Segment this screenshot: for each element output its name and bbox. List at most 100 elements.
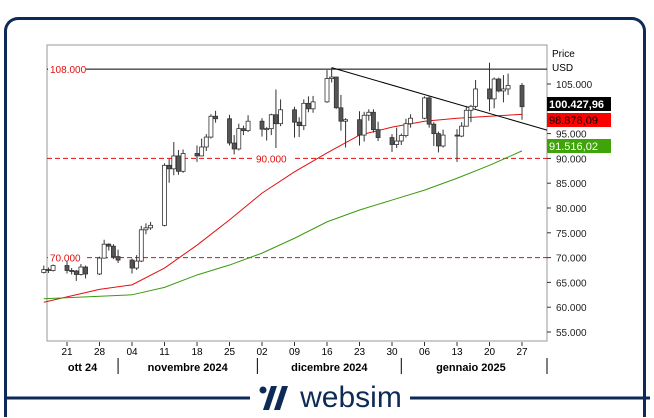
candle [366,111,372,116]
candle [491,78,497,100]
x-tick-label: 16 [321,347,333,358]
candle [268,114,274,130]
candle [357,119,362,136]
candle [97,257,102,275]
candle [375,129,381,138]
candle [166,164,172,170]
x-tick-label: 13 [451,347,463,358]
candle [106,243,112,247]
candle [171,155,177,170]
candle [46,269,51,271]
y-tick-label: 65.000 [556,278,587,289]
candle [398,135,404,142]
y-tick-label: 105.000 [556,80,593,91]
candle [306,102,311,110]
x-tick-label: 30 [386,347,398,358]
candle [236,128,242,150]
candle [338,107,344,122]
candle [440,134,446,147]
candle [436,133,441,147]
y-tick-label: 80.000 [556,204,587,215]
month-label: ott 24 [68,362,98,374]
hline-label: 70.000 [50,254,81,265]
candle [422,97,427,119]
candle [501,88,506,92]
candle [208,115,214,138]
red-ma-tag: 98.878,09 [549,115,598,127]
candle [129,259,135,269]
candle [213,115,218,120]
y-tick-label: 60.000 [556,303,587,314]
candle [176,155,181,172]
x-tick-label: 04 [126,347,138,358]
hline-label: 108.000 [50,65,87,76]
candle [194,153,200,157]
candle [278,109,283,125]
candle [310,101,316,110]
candle [324,78,330,103]
candle [329,76,335,79]
candle [403,123,409,136]
y-tick-label: 70.000 [556,254,587,265]
x-tick-label: 02 [256,347,268,358]
moving-average-line-1 [43,150,523,300]
candle [273,114,279,125]
candle [333,76,339,109]
green-ma-tag: 91.516,02 [549,141,598,153]
candle [69,270,75,272]
frame [4,17,646,417]
hline-label-bg [254,152,292,164]
candle [134,260,140,269]
candle [264,128,270,131]
candle [241,128,246,132]
candle [431,123,437,135]
red-ma-tag-bg [547,113,611,127]
candle [111,245,116,258]
candle [292,109,297,123]
candle [426,97,432,125]
candle [301,102,307,127]
candle [459,125,465,137]
candle [162,164,167,226]
x-tick-label: 23 [354,347,366,358]
brand-name: websim [300,381,402,414]
month-label: dicembre 2024 [291,362,368,374]
candle [199,146,205,157]
y-tick-label: 95.000 [556,130,587,141]
candle [231,142,237,150]
candle [259,120,265,130]
x-tick-label: 06 [419,347,431,358]
candle [73,270,79,275]
x-tick-label: 11 [159,347,170,358]
candle [83,266,88,275]
x-tick-label: 18 [191,347,203,358]
candle [371,111,376,131]
candle [496,78,502,92]
y-axis-title: Price [552,49,575,60]
y-tick-label: 75.000 [556,229,587,240]
y-axis-unit: USD [552,63,573,74]
candle [487,88,492,100]
candle [138,229,144,262]
x-tick-label: 27 [516,347,528,358]
y-tick-label: 55.000 [556,328,587,339]
candle [245,120,251,132]
candle [180,153,186,172]
candle [41,269,47,273]
y-tick-label: 85.000 [556,179,587,190]
hline-label: 90.000 [256,154,287,165]
x-tick-label: 28 [94,347,106,358]
x-tick-label: 25 [224,347,236,358]
candle [343,119,348,122]
candle [115,256,121,261]
hline-label-bg [48,63,86,75]
moving-average-line-0 [43,113,523,303]
websim-mark-icon [259,386,289,410]
month-label: gennaio 2025 [436,362,506,374]
month-label: novembre 2024 [148,362,229,374]
candle [64,265,70,271]
candle [463,109,469,127]
candle [101,243,107,259]
candle [203,136,209,148]
